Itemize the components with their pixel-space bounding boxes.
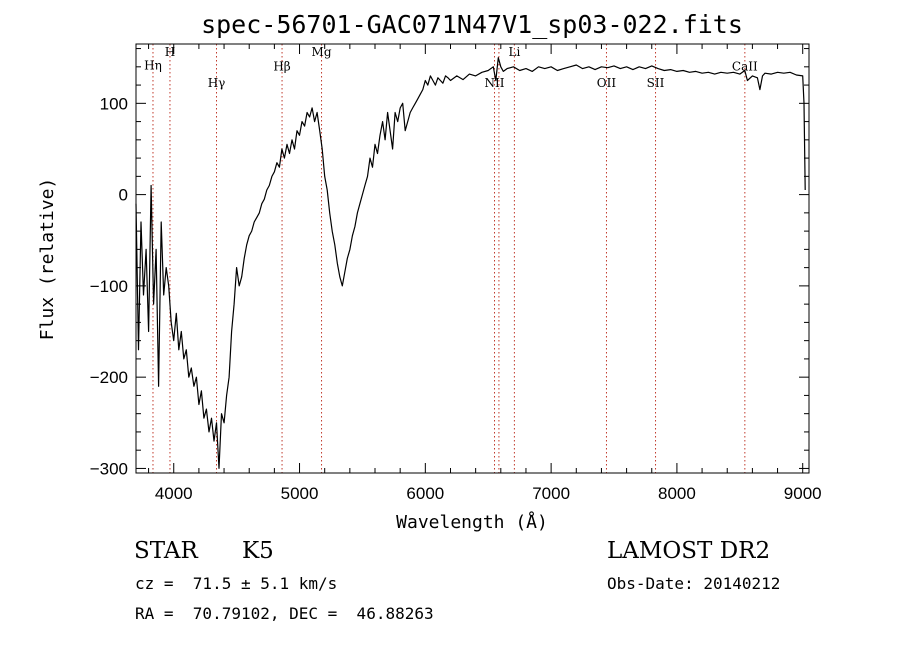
spectral-line-label: SII bbox=[647, 76, 665, 90]
redshift-label: cz = 71.5 ± 5.1 km/s bbox=[135, 574, 338, 593]
x-tick-label: 9000 bbox=[784, 484, 822, 503]
spectral-line-label: OII bbox=[597, 76, 617, 90]
x-tick-label: 7000 bbox=[532, 484, 570, 503]
chart-title: spec-56701-GAC071N47V1_sp03-022.fits bbox=[201, 10, 743, 39]
y-tick-label: −300 bbox=[90, 459, 128, 478]
y-axis: −300 −200 −100 0 100 bbox=[90, 48, 809, 478]
spectral-line-label: CaII bbox=[732, 59, 758, 73]
x-axis: 4000 5000 6000 7000 8000 9000 bbox=[148, 44, 822, 503]
x-tick-label: 8000 bbox=[658, 484, 696, 503]
x-tick-label: 4000 bbox=[155, 484, 193, 503]
survey-label: LAMOST DR2 bbox=[607, 538, 771, 564]
spectrum-series bbox=[135, 57, 806, 469]
spectral-line-label: Hγ bbox=[208, 76, 226, 90]
x-tick-label: 5000 bbox=[281, 484, 319, 503]
obs-date-label: Obs-Date: 20140212 bbox=[607, 574, 781, 593]
subclass-label: K5 bbox=[242, 538, 274, 564]
y-tick-label: 0 bbox=[119, 186, 128, 205]
spectral-line-label: Mg bbox=[312, 45, 332, 59]
spectrum-line bbox=[135, 57, 806, 469]
spectral-line-label: H bbox=[165, 45, 175, 59]
x-tick-label: 6000 bbox=[406, 484, 444, 503]
plot-frame bbox=[135, 43, 810, 474]
class-label: STAR bbox=[134, 538, 198, 564]
y-axis-label: Flux (relative) bbox=[37, 178, 58, 341]
y-tick-label: −200 bbox=[90, 368, 128, 387]
coords-label: RA = 70.79102, DEC = 46.88263 bbox=[135, 604, 434, 623]
x-axis-label: Wavelength (Å) bbox=[396, 511, 548, 533]
y-tick-label: 100 bbox=[100, 94, 128, 113]
y-tick-label: −100 bbox=[90, 277, 128, 296]
spectral-line-label: Li bbox=[508, 45, 520, 59]
spectral-line-label: Hη bbox=[144, 59, 162, 73]
spectral-line-label: Hβ bbox=[273, 59, 290, 73]
spectral-line-markers: HηH Hγ Hβ Mg NII Li OII SII CaII bbox=[144, 44, 758, 473]
spectral-line-label: NII bbox=[485, 76, 505, 90]
